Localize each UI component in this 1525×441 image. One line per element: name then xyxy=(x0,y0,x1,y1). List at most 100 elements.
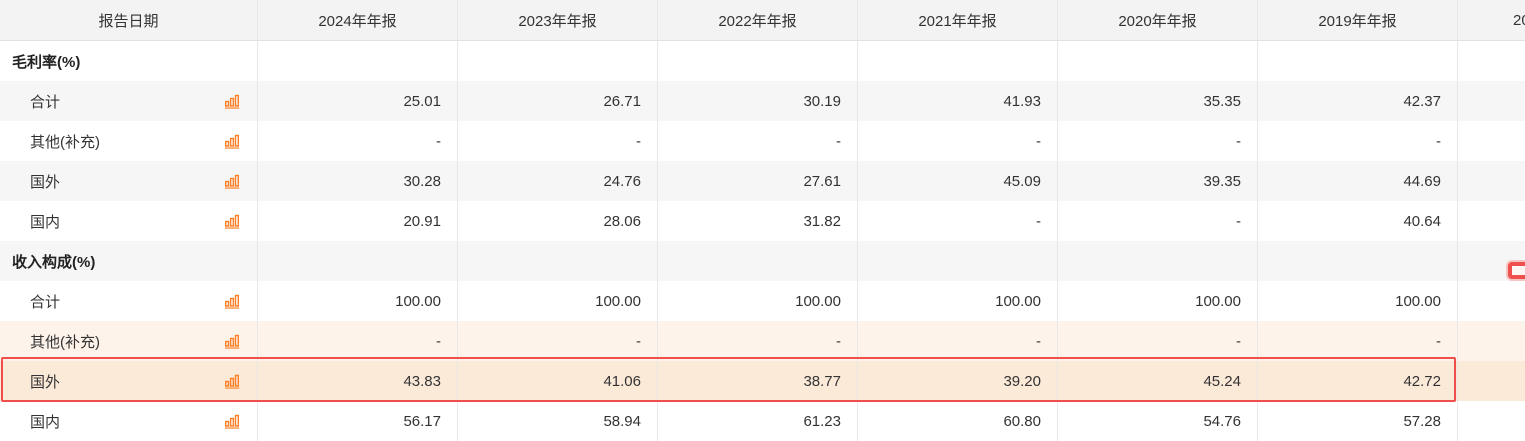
section-header-row-gross-margin: 毛利率(%) xyxy=(0,41,1525,81)
value-cell: - xyxy=(458,121,658,161)
empty-cell xyxy=(458,41,658,81)
empty-cell xyxy=(858,241,1058,281)
empty-cell xyxy=(1458,361,1525,401)
value-cell: 54.76 xyxy=(1058,401,1258,441)
value-cell: 100.00 xyxy=(858,281,1058,321)
section-title: 毛利率(%) xyxy=(0,41,258,81)
value-cell: 42.37 xyxy=(1258,81,1458,121)
bar-chart-icon[interactable] xyxy=(224,93,241,109)
value-cell: 39.35 xyxy=(1058,161,1258,201)
table-row[interactable]: 国外 30.28 24.76 27.61 45.09 39.35 44.69 xyxy=(0,161,1525,201)
empty-cell xyxy=(1458,41,1525,81)
table-row-selected[interactable]: 国外 43.83 41.06 38.77 39.20 45.24 42.72 xyxy=(0,361,1525,401)
table-row[interactable]: 合计 25.01 26.71 30.19 41.93 35.35 42.37 xyxy=(0,81,1525,121)
value-cell: - xyxy=(1058,121,1258,161)
table-row[interactable]: 合计 100.00 100.00 100.00 100.00 100.00 10… xyxy=(0,281,1525,321)
empty-cell xyxy=(1058,41,1258,81)
value-cell: 100.00 xyxy=(1058,281,1258,321)
bar-chart-icon[interactable] xyxy=(224,413,241,429)
empty-cell xyxy=(1458,121,1525,161)
row-label: 其他(补充) xyxy=(30,333,100,351)
row-label-cell: 国外 xyxy=(0,361,258,401)
value-cell: - xyxy=(258,321,458,361)
value-cell: - xyxy=(258,121,458,161)
value-cell: 56.17 xyxy=(258,401,458,441)
empty-cell xyxy=(258,41,458,81)
table-row[interactable]: 国内 56.17 58.94 61.23 60.80 54.76 57.28 xyxy=(0,401,1525,441)
row-label: 合计 xyxy=(30,293,61,311)
value-cell: 41.93 xyxy=(858,81,1058,121)
value-cell: 20.91 xyxy=(258,201,458,241)
column-header-2019: 2019年年报 xyxy=(1258,0,1458,40)
row-label-cell: 合计 xyxy=(0,281,258,321)
value-cell: 57.28 xyxy=(1258,401,1458,441)
bar-chart-icon[interactable] xyxy=(224,293,241,309)
section-header-row-revenue-composition: 收入构成(%) xyxy=(0,241,1525,281)
value-cell: - xyxy=(858,321,1058,361)
empty-cell xyxy=(1458,81,1525,121)
bar-chart-icon[interactable] xyxy=(224,333,241,349)
value-cell: 30.28 xyxy=(258,161,458,201)
value-cell: 58.94 xyxy=(458,401,658,441)
column-header-2020: 2020年年报 xyxy=(1058,0,1258,40)
red-marker-fragment xyxy=(1508,262,1525,279)
empty-cell xyxy=(1458,281,1525,321)
table-header-row: 报告日期 2024年年报 2023年年报 2022年年报 2021年年报 202… xyxy=(0,0,1525,41)
row-label: 合计 xyxy=(30,93,61,111)
bar-chart-icon[interactable] xyxy=(224,373,241,389)
empty-cell xyxy=(1458,201,1525,241)
row-label-cell: 其他(补充) xyxy=(0,121,258,161)
value-cell: - xyxy=(458,321,658,361)
bar-chart-icon[interactable] xyxy=(224,133,241,149)
row-label-cell: 国外 xyxy=(0,161,258,201)
empty-cell xyxy=(1458,401,1525,441)
row-label: 国外 xyxy=(30,373,61,391)
row-label-cell: 其他(补充) xyxy=(0,321,258,361)
row-label: 其他(补充) xyxy=(30,133,100,151)
value-cell: - xyxy=(858,121,1058,161)
column-header-partial: 20 xyxy=(1513,11,1525,29)
value-cell: 41.06 xyxy=(458,361,658,401)
bar-chart-icon[interactable] xyxy=(224,213,241,229)
value-cell: 26.71 xyxy=(458,81,658,121)
empty-cell xyxy=(858,41,1058,81)
empty-cell xyxy=(1258,41,1458,81)
value-cell: 61.23 xyxy=(658,401,858,441)
value-cell: 39.20 xyxy=(858,361,1058,401)
empty-cell xyxy=(1058,241,1258,281)
value-cell: - xyxy=(1058,321,1258,361)
table-row[interactable]: 国内 20.91 28.06 31.82 - - 40.64 xyxy=(0,201,1525,241)
value-cell: - xyxy=(658,121,858,161)
value-cell: 100.00 xyxy=(1258,281,1458,321)
table-row[interactable]: 其他(补充) - - - - - - xyxy=(0,121,1525,161)
value-cell: 100.00 xyxy=(458,281,658,321)
value-cell: 60.80 xyxy=(858,401,1058,441)
value-cell: 100.00 xyxy=(658,281,858,321)
column-header-2021: 2021年年报 xyxy=(858,0,1058,40)
empty-cell xyxy=(258,241,458,281)
section-title: 收入构成(%) xyxy=(0,241,258,281)
value-cell: 43.83 xyxy=(258,361,458,401)
empty-cell xyxy=(1458,321,1525,361)
value-cell: 100.00 xyxy=(258,281,458,321)
bar-chart-icon[interactable] xyxy=(224,173,241,189)
value-cell: 31.82 xyxy=(658,201,858,241)
value-cell: - xyxy=(858,201,1058,241)
value-cell: 35.35 xyxy=(1058,81,1258,121)
empty-cell xyxy=(458,241,658,281)
value-cell: - xyxy=(1258,121,1458,161)
table-row-highlighted[interactable]: 其他(补充) - - - - - - xyxy=(0,321,1525,361)
column-header-2024: 2024年年报 xyxy=(258,0,458,40)
value-cell: 28.06 xyxy=(458,201,658,241)
value-cell: 27.61 xyxy=(658,161,858,201)
empty-cell xyxy=(658,41,858,81)
column-header-2023: 2023年年报 xyxy=(458,0,658,40)
value-cell: 38.77 xyxy=(658,361,858,401)
column-header-2022: 2022年年报 xyxy=(658,0,858,40)
row-label: 国内 xyxy=(30,413,61,431)
value-cell: - xyxy=(1058,201,1258,241)
row-label-cell: 国内 xyxy=(0,201,258,241)
value-cell: 24.76 xyxy=(458,161,658,201)
row-label-cell: 合计 xyxy=(0,81,258,121)
